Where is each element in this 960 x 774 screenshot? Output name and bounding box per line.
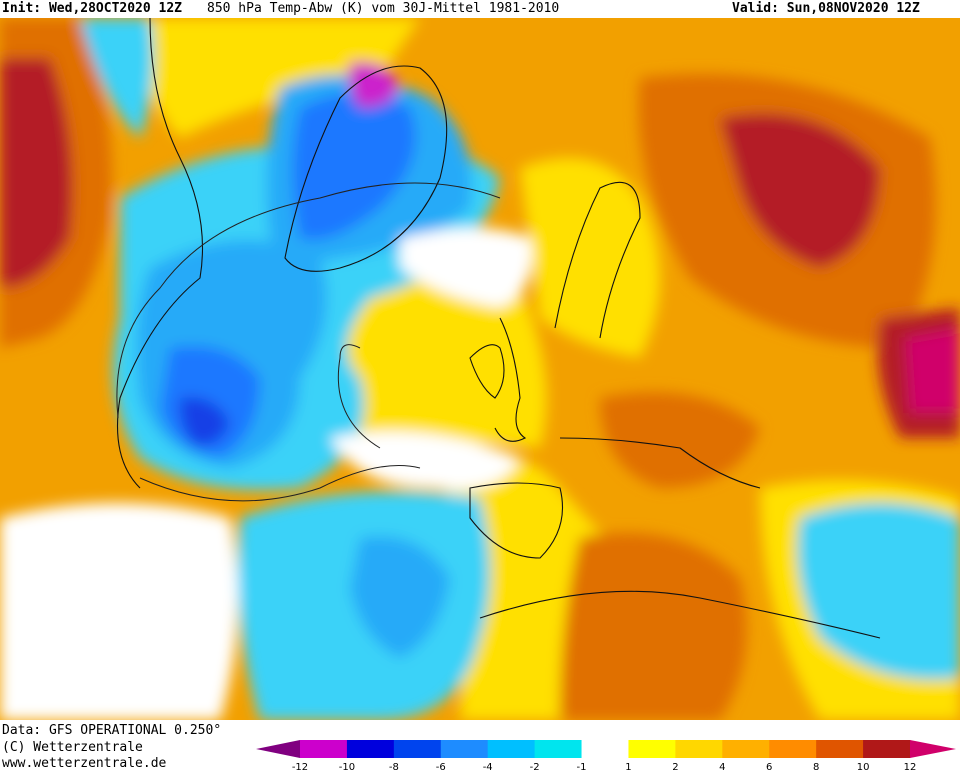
data-source: Data: GFS OPERATIONAL 0.250° bbox=[2, 723, 222, 738]
legend-bin bbox=[440, 740, 489, 758]
legend-tick-label: -4 bbox=[483, 762, 493, 773]
field-canada-cyan bbox=[80, 18, 154, 138]
legend-tick-label: -12 bbox=[292, 762, 308, 773]
init-time: Init: Wed,28OCT2020 12Z bbox=[2, 1, 183, 16]
field-east-magenta bbox=[905, 328, 960, 413]
legend-bin bbox=[300, 740, 348, 758]
legend-bin bbox=[722, 740, 770, 758]
legend-tick-label: -6 bbox=[436, 762, 446, 773]
legend-tick-label: 4 bbox=[719, 762, 725, 773]
legend-bin bbox=[487, 740, 536, 758]
field-west-white bbox=[0, 503, 238, 720]
legend-tick-label: -1 bbox=[577, 762, 587, 773]
legend-tick-label: -8 bbox=[389, 762, 399, 773]
zero-contours bbox=[116, 182, 501, 502]
legend-tick-label: 12 bbox=[904, 762, 917, 773]
field-east-cyan bbox=[797, 503, 960, 680]
legend-tick-label: 6 bbox=[766, 762, 772, 773]
legend-tick-label: -2 bbox=[530, 762, 540, 773]
color-legend: -12 -10 -8 -6 -4 -2 -1 1 2 4 6 8 10 12 bbox=[256, 740, 956, 773]
field-greenland-purple bbox=[348, 62, 400, 108]
legend-tick-label: 8 bbox=[813, 762, 819, 773]
copyright: (C) Wetterzentrale bbox=[2, 740, 143, 755]
website: www.wetterzentrale.de bbox=[2, 756, 167, 771]
legend-bin bbox=[816, 740, 864, 758]
legend-bin bbox=[769, 740, 817, 758]
map-footer: Data: GFS OPERATIONAL 0.250° (C) Wetterz… bbox=[0, 720, 960, 774]
map-title: 850 hPa Temp-Abw (K) vom 30J-Mittel 1981… bbox=[207, 1, 560, 16]
anomaly-field bbox=[0, 18, 960, 720]
field-sw-lightblue bbox=[350, 536, 450, 658]
legend-bin bbox=[393, 740, 442, 758]
map-header: Init: Wed,28OCT2020 12Z 850 hPa Temp-Abw… bbox=[0, 0, 960, 18]
legend-bin bbox=[581, 740, 629, 758]
field-greenland-blue bbox=[292, 93, 416, 240]
anomaly-map bbox=[0, 18, 960, 720]
legend-tick-label: -10 bbox=[339, 762, 355, 773]
legend-bin bbox=[346, 740, 395, 758]
legend-bin bbox=[863, 740, 911, 758]
field-scandinavia-yellow bbox=[520, 158, 660, 358]
legend-arrow-low bbox=[256, 740, 300, 758]
legend-tick-label: 2 bbox=[672, 762, 678, 773]
field-atlantic-darkblue bbox=[179, 397, 230, 447]
legend-bin bbox=[675, 740, 723, 758]
legend-bin bbox=[534, 740, 583, 758]
legend-bin bbox=[628, 740, 676, 758]
field-sahara-orange bbox=[560, 533, 747, 720]
legend-tick-label: 1 bbox=[625, 762, 631, 773]
field-north-yellow bbox=[140, 18, 420, 138]
legend-arrow-high bbox=[910, 740, 956, 758]
field-iceland-white bbox=[400, 228, 532, 308]
legend-tick-label: 10 bbox=[857, 762, 870, 773]
field-alps-orange bbox=[600, 392, 760, 488]
valid-time: Valid: Sun,08NOV2020 12Z bbox=[732, 1, 920, 16]
coastlines bbox=[117, 18, 881, 639]
field-russia-red bbox=[720, 113, 880, 268]
field-canada-red bbox=[0, 58, 73, 288]
